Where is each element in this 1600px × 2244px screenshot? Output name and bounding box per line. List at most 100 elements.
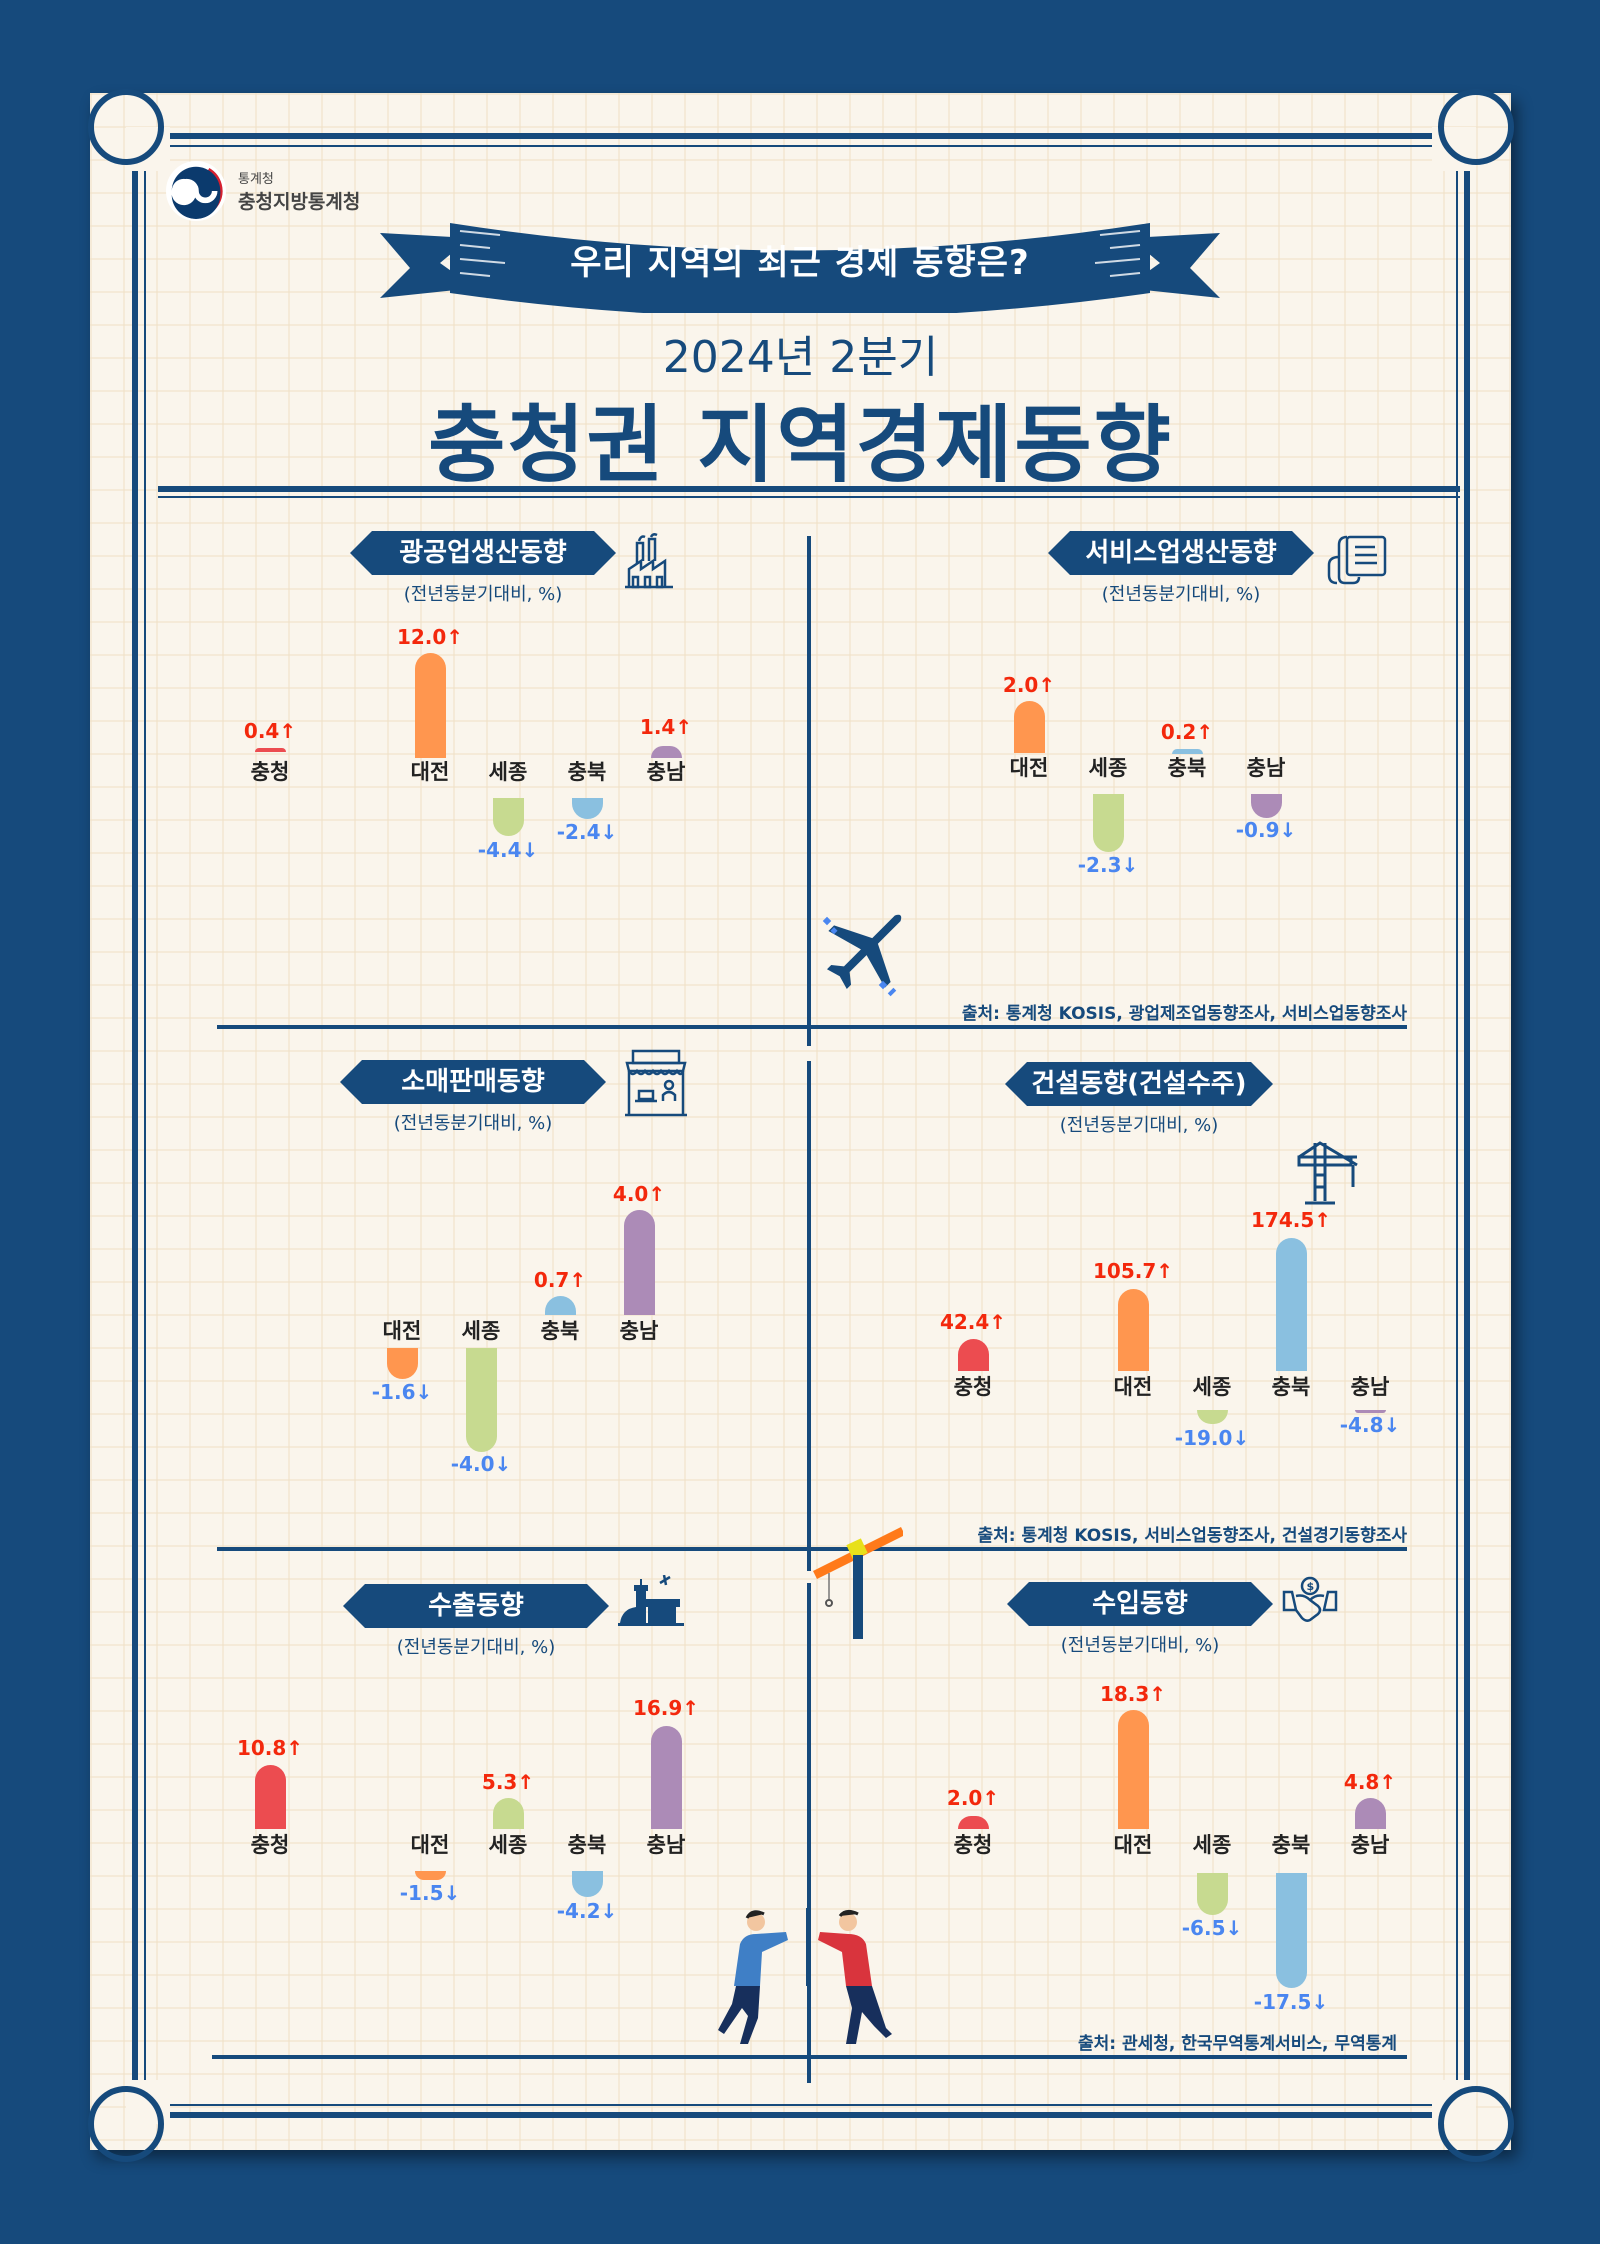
airport-icon [618,1575,684,1626]
title-divider-thick [158,486,1460,492]
value-label: -4.4↓ [477,838,539,862]
region-label: 충청 [953,1833,993,1857]
region-label: 대전 [1009,756,1049,780]
source-note: 출처: 통계청 KOSIS, 광업제조업동향조사, 서비스업동향조사 [961,1004,1407,1024]
value-label: 10.8↑ [236,1736,304,1760]
value-label: -6.5↓ [1181,1916,1243,1940]
region-label: 세종 [1192,1833,1232,1857]
bar-chungcheong [958,1816,989,1829]
panel-unit: (전년동분기대비, %) [1060,1635,1220,1656]
value-label: 4.8↑ [1343,1770,1397,1794]
frame-corner [88,2080,170,2162]
bar-daejeon [1014,701,1045,753]
ribbon-icon [380,223,1220,318]
bar-daejeon [1118,1289,1149,1371]
bar-sejong [1197,1873,1228,1915]
region-label: 충남 [1246,756,1286,780]
value-label: -17.5↓ [1253,1990,1329,2014]
document-icon [1327,535,1387,585]
region-label: 충남 [1350,1833,1390,1857]
region-label: 대전 [382,1319,422,1343]
bar-chungcheong [255,1765,286,1829]
region-label: 대전 [410,760,450,784]
region-label: 세종 [488,760,528,784]
bar-daejeon [1118,1710,1149,1829]
outer-frame [132,133,1470,2118]
bar-chungbuk [572,798,603,819]
value-label: 5.3↑ [481,1770,535,1794]
value-label: -19.0↓ [1174,1426,1250,1450]
panel-title-export: 수출동향 [343,1584,609,1628]
svg-text:$: $ [1307,1580,1315,1593]
frame-corner [1432,89,1514,171]
bar-chungcheong [255,748,286,752]
panel-unit: (전년동분기대비, %) [1101,584,1261,605]
panel-unit: (전년동분기대비, %) [393,1113,553,1134]
region-label: 충청 [250,760,290,784]
region-label: 충북 [1271,1833,1311,1857]
region-label: 세종 [1088,756,1128,780]
bar-chungbuk [1276,1238,1307,1371]
region-label: 충북 [567,760,607,784]
bar-chungnam [1251,794,1282,818]
bar-sejong [493,798,524,836]
infographic-paper: 통계청 충청지방통계청 우리 지역의 최근 경제 동향은? 2024년 2분기 … [88,89,1514,2162]
ribbon-banner: 우리 지역의 최근 경제 동향은? [380,193,1220,318]
panel-title-retail: 소매판매동향 [340,1060,606,1104]
column-divider [807,1061,811,1571]
tower-crane-icon [813,1527,903,1639]
panel-unit: (전년동분기대비, %) [1059,1115,1219,1136]
source-note: 출처: 통계청 KOSIS, 서비스업동향조사, 건설경기동향조사 [977,1526,1407,1546]
row-divider [217,1547,1407,1551]
agency-name-large: 충청지방통계청 [238,191,361,213]
region-label: 충청 [250,1833,290,1857]
region-label: 대전 [410,1833,450,1857]
banner-text: 우리 지역의 최근 경제 동향은? [570,243,1030,283]
bar-chungbuk [1276,1873,1307,1988]
region-label: 충남 [646,1833,686,1857]
bar-sejong [1197,1410,1228,1424]
bar-chungnam [1355,1410,1386,1413]
panel-title-services: 서비스업생산동향 [1048,531,1314,575]
panel-title-mining: 광공업생산동향 [350,531,616,575]
value-label: 2.0↑ [946,1786,1000,1810]
bar-chungbuk [572,1871,603,1897]
value-label: 18.3↑ [1099,1682,1167,1706]
region-label: 충북 [540,1319,580,1343]
agency-name-small: 통계청 [238,172,274,187]
bar-daejeon [415,1871,446,1880]
agency-logo: 통계청 충청지방통계청 [166,161,360,221]
region-label: 충남 [646,760,686,784]
value-label: 2.0↑ [1002,673,1056,697]
row-divider [212,2055,1407,2059]
column-divider [807,1583,811,2083]
bar-chungnam [624,1210,655,1315]
region-label: 충청 [953,1375,993,1399]
bar-chungnam [651,1726,682,1829]
frame-corner [88,89,170,171]
bar-chungbuk [545,1296,576,1315]
value-label: -0.9↓ [1235,818,1297,842]
frame-corner [1432,2080,1514,2162]
bar-sejong [1093,794,1124,852]
crane-icon [1297,1141,1358,1205]
region-label: 대전 [1113,1833,1153,1857]
value-label: -2.4↓ [556,820,618,844]
inner-frame [144,145,1458,2106]
panel-unit: (전년동분기대비, %) [403,584,563,605]
bar-sejong [493,1798,524,1829]
region-label: 충북 [1271,1375,1311,1399]
value-label: -1.5↓ [399,1881,461,1905]
value-label: -2.3↓ [1077,853,1139,877]
factory-icon [625,533,673,589]
bar-sejong [466,1348,497,1452]
bar-chungcheong [958,1339,989,1371]
bar-daejeon [415,653,446,758]
period-subtitle: 2024년 2분기 [662,332,939,383]
bar-chungbuk [1172,749,1203,754]
value-label: -4.0↓ [450,1452,512,1476]
region-label: 세종 [461,1319,501,1343]
value-label: -1.6↓ [371,1380,433,1404]
value-label: 16.9↑ [632,1696,700,1720]
value-label: 0.2↑ [1160,720,1214,744]
